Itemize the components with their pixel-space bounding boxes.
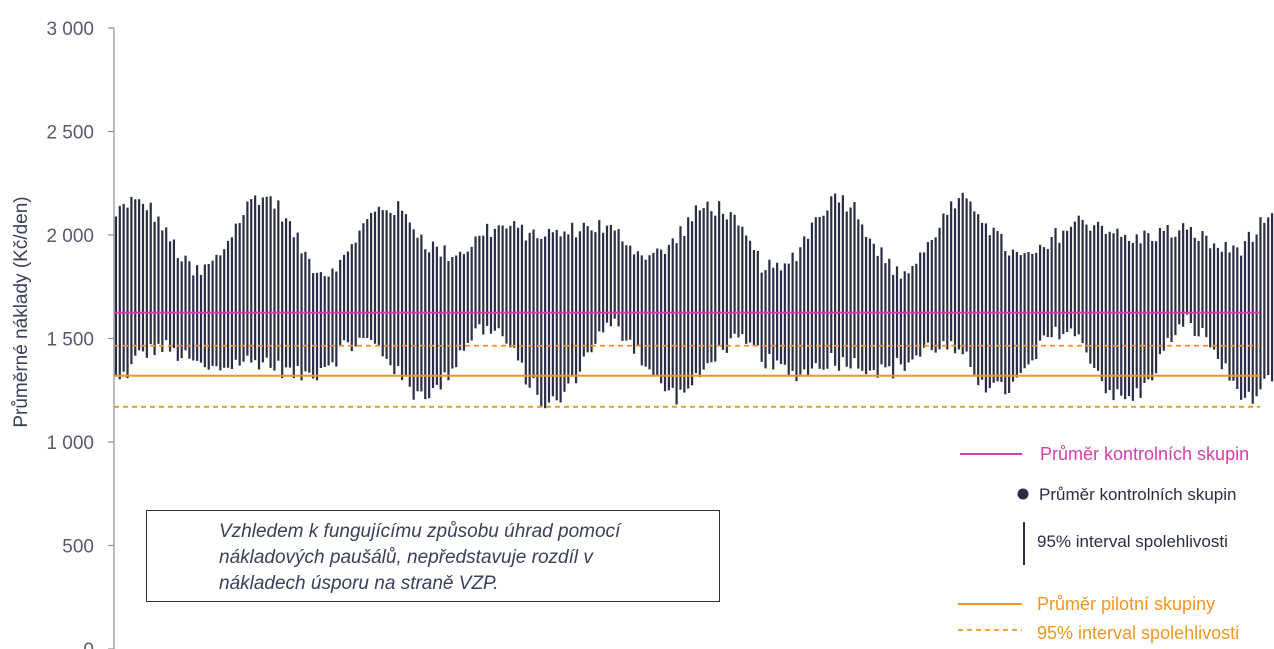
note-line-2: nákladových paušálů, nepředstavuje rozdí… (219, 547, 593, 568)
y-tick-label: 0 (83, 640, 94, 649)
y-tick-label: 1 000 (46, 433, 94, 454)
legend-control-dot (1017, 488, 1029, 500)
y-axis-title: Průměrné náklady (Kč/den) (11, 196, 32, 427)
y-tick-label: 2 500 (46, 123, 94, 144)
note-line-3: nákladech úsporu na straně VZP. (219, 573, 499, 594)
y-tick-label: 2 000 (46, 226, 94, 247)
legend-control-dot-label: Průměr kontrolních skupin (1039, 485, 1236, 504)
y-axis-ticks: 0 500 1 000 1 500 2 000 2 500 3 000 (46, 19, 114, 649)
confidence-intervals (114, 192, 1274, 409)
note-box: Vzhledem k fungujícímu způsobu úhrad pom… (146, 510, 720, 602)
y-tick-label: 3 000 (46, 19, 94, 40)
legend-pilot-ci-label: 95% interval spolehlivosti (1037, 623, 1239, 643)
legend-interval-label: 95% interval spolehlivosti (1037, 532, 1228, 551)
y-tick-label: 500 (62, 537, 94, 558)
y-tick-label: 1 500 (46, 330, 94, 351)
legend-control-mean-label: Průměr kontrolních skupin (1040, 444, 1249, 464)
reference-lines (114, 311, 1260, 408)
legend-pilot-mean-label: Průměr pilotní skupiny (1037, 594, 1215, 614)
legend: Průměr kontrolních skupin Průměr kontrol… (958, 444, 1249, 643)
note-line-1: Vzhledem k fungujícímu způsobu úhrad pom… (219, 521, 621, 542)
